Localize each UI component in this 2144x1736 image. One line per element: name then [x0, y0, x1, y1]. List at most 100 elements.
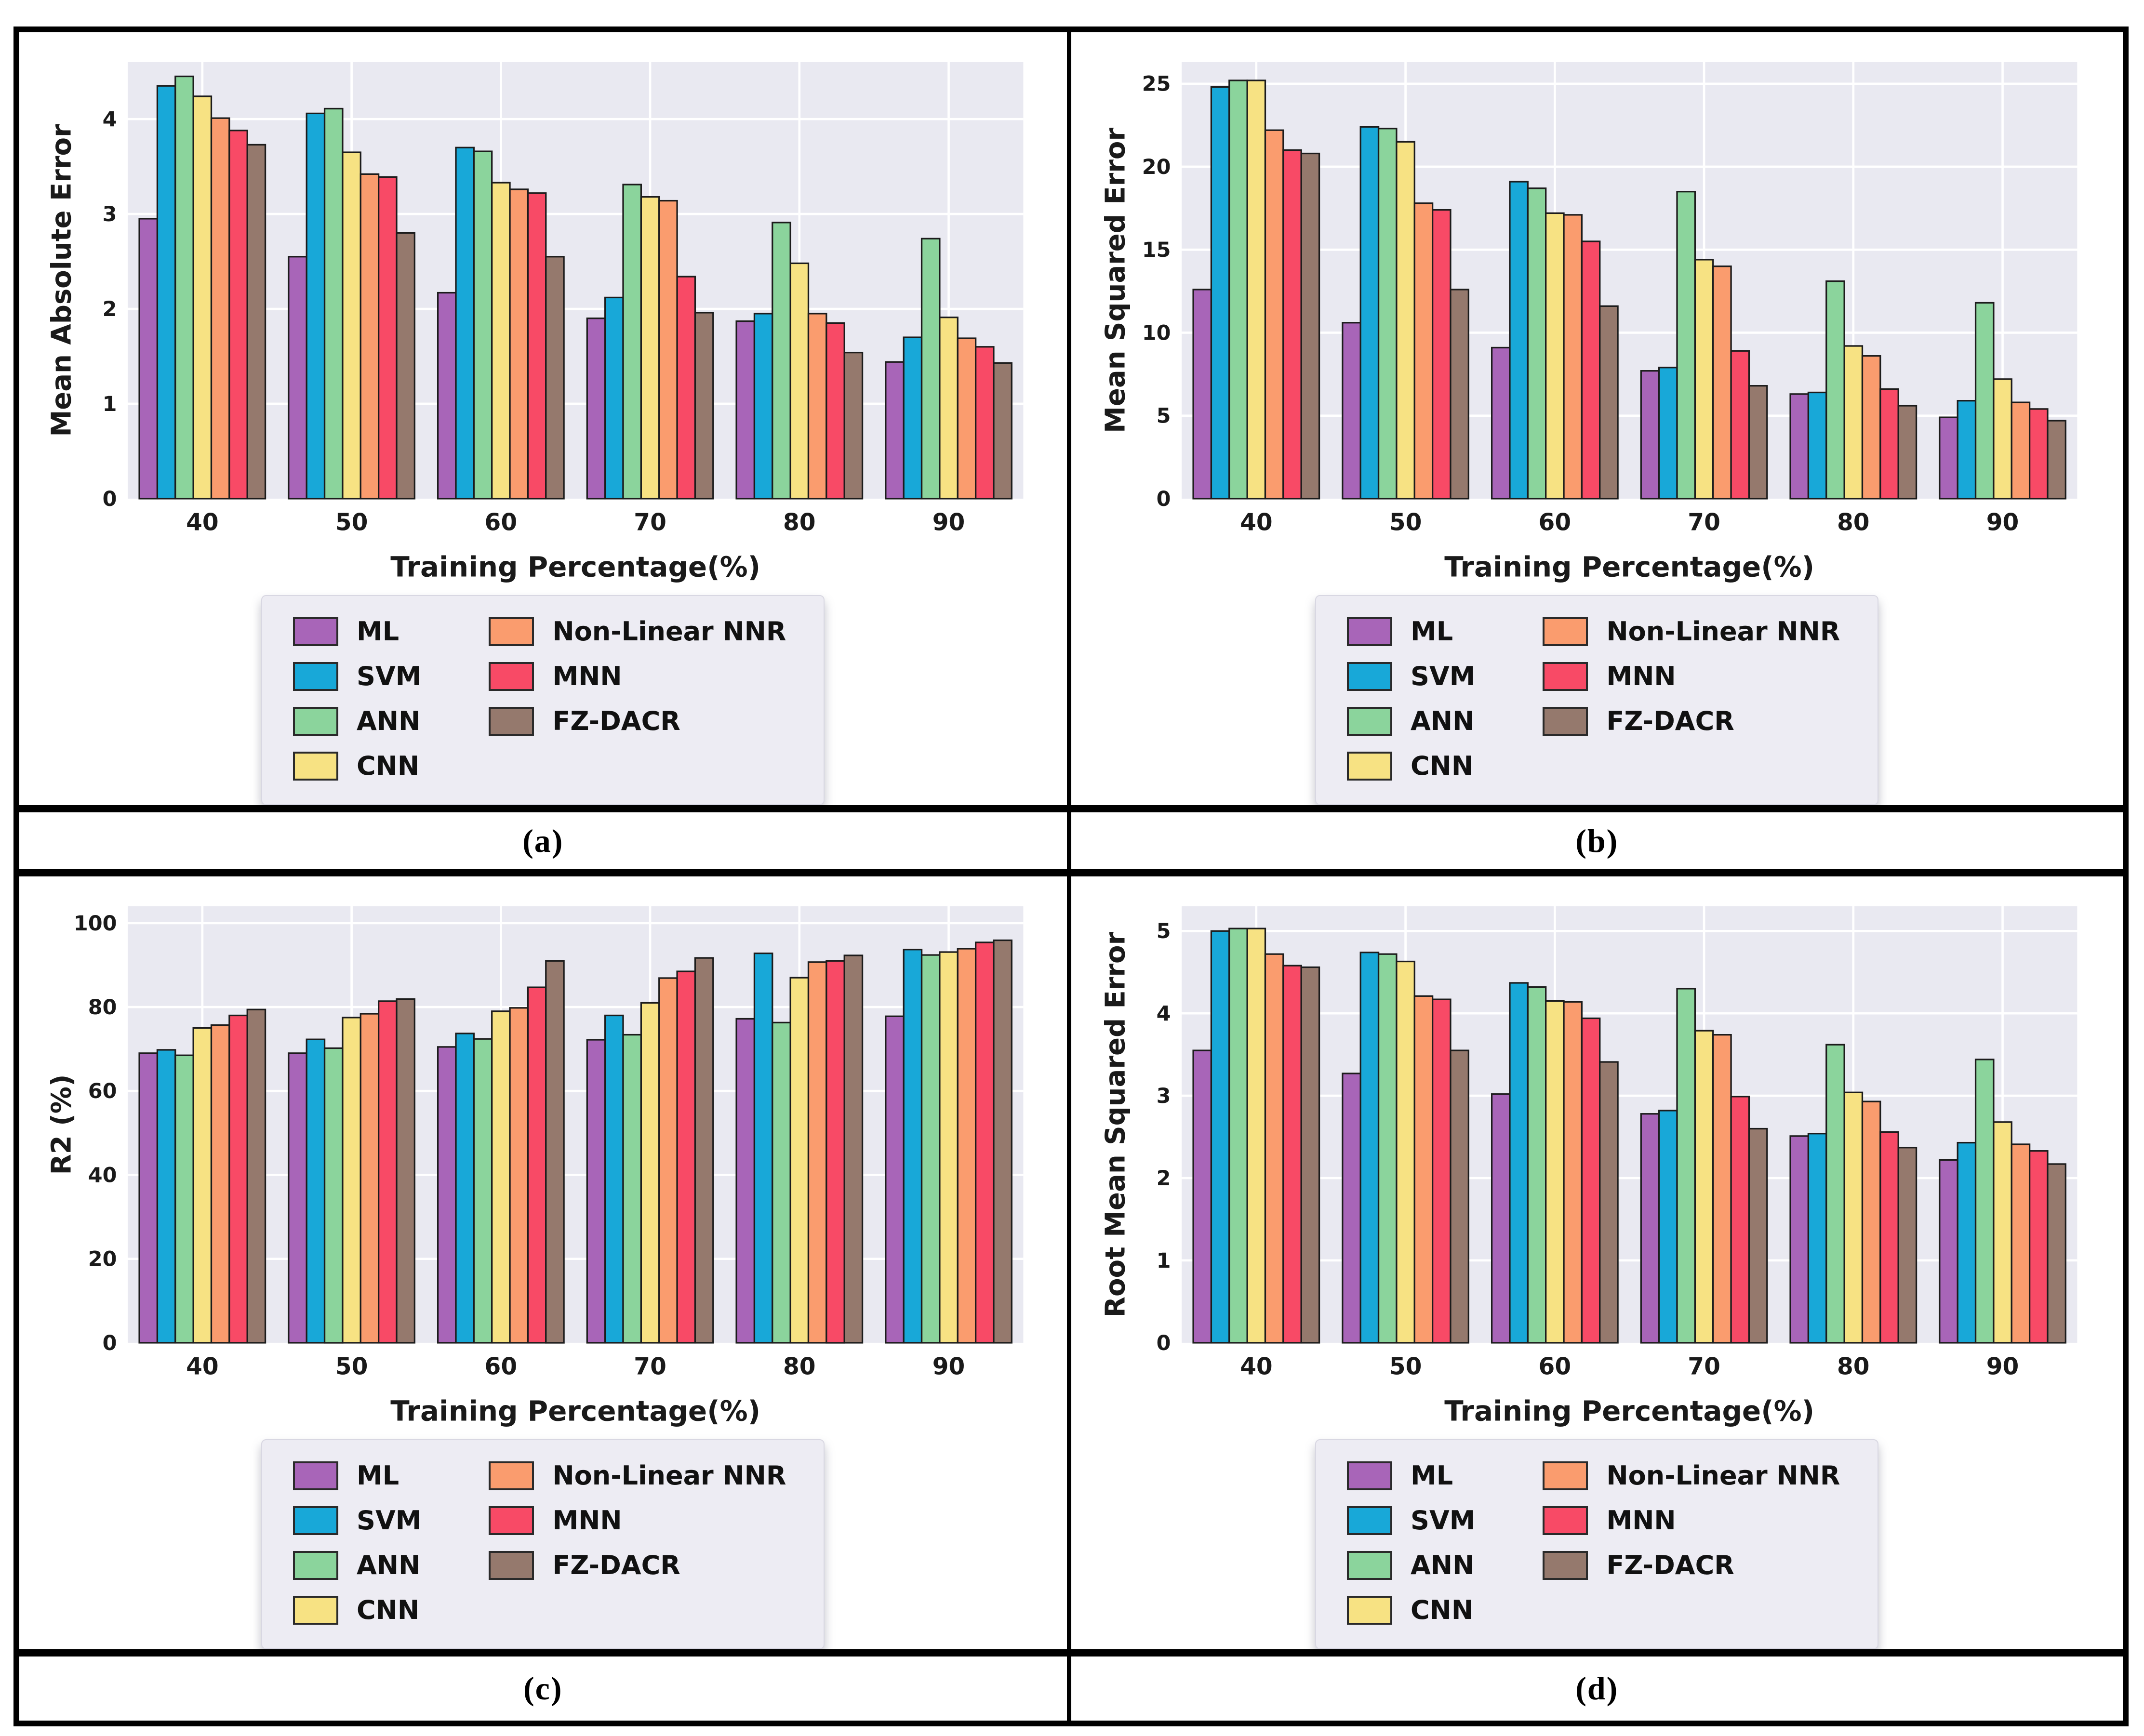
bar-ML-40 — [1192, 289, 1212, 500]
legend-label: SVM — [1411, 1505, 1476, 1536]
bar-ML-40 — [138, 1052, 159, 1344]
bar-CNN-70 — [640, 1002, 660, 1344]
bar-SVM-50 — [306, 1038, 326, 1344]
legend-label: SVM — [357, 661, 422, 691]
bar-FZ-DACR-60 — [1599, 1061, 1619, 1344]
bar-ML-60 — [437, 1046, 457, 1344]
legend-item: ML — [1347, 616, 1475, 647]
y-tick-label: 3 — [1157, 1084, 1171, 1108]
bar-SVM-70 — [604, 296, 624, 500]
legend-swatch-icon — [489, 1550, 534, 1580]
legend-swatch-icon — [1347, 1550, 1393, 1580]
bar-SVM-80 — [1808, 391, 1827, 500]
bar-SVM-60 — [455, 1033, 475, 1344]
bar-FZ-DACR-50 — [1450, 1049, 1470, 1344]
legend-item: SVM — [1347, 1505, 1475, 1536]
bar-FZ-DACR-80 — [1897, 1147, 1918, 1344]
bar-Non-Linear NNR-70 — [658, 977, 678, 1344]
bar-SVM-90 — [1957, 400, 1977, 500]
bar-Non-Linear NNR-60 — [509, 188, 529, 500]
bar-Non-Linear NNR-50 — [360, 1013, 380, 1344]
legend-label: FZ-DACR — [1606, 1550, 1734, 1580]
bar-MNN-50 — [378, 1000, 398, 1344]
bar-ANN-90 — [921, 238, 941, 500]
bar-Non-Linear NNR-50 — [1413, 202, 1434, 500]
legend-item: ML — [1347, 1460, 1475, 1491]
bar-SVM-70 — [1658, 1110, 1678, 1344]
legend-label: ML — [357, 616, 400, 647]
bar-MNN-80 — [1879, 388, 1900, 500]
x-tick-label: 50 — [1389, 1353, 1422, 1380]
y-tick-label: 0 — [103, 487, 117, 511]
bar-FZ-DACR-50 — [1450, 289, 1470, 500]
bar-CNN-80 — [789, 262, 810, 500]
bar-SVM-40 — [1211, 930, 1230, 1344]
legend-item: Non-Linear NNR — [489, 616, 786, 647]
x-tick-label: 90 — [1986, 1353, 2019, 1380]
bar-SVM-60 — [1509, 181, 1529, 500]
legend-label: MNN — [552, 1505, 622, 1536]
bar-ANN-70 — [1676, 988, 1696, 1344]
bar-FZ-DACR-70 — [694, 312, 714, 500]
bar-CNN-50 — [1396, 141, 1416, 500]
legend-swatch-icon — [489, 662, 534, 691]
bar-ML-70 — [586, 318, 606, 500]
bar-ML-80 — [735, 320, 756, 500]
bar-ML-50 — [288, 1052, 308, 1344]
bar-Non-Linear NNR-90 — [957, 948, 977, 1344]
bar-CNN-70 — [1694, 259, 1714, 500]
bar-FZ-DACR-40 — [1300, 152, 1320, 500]
bar-FZ-DACR-90 — [993, 939, 1013, 1344]
y-axis-title: Root Mean Squared Error — [1100, 931, 1132, 1317]
bar-ANN-50 — [324, 1047, 344, 1344]
legend-swatch-icon — [1347, 706, 1393, 736]
legend-item: Non-Linear NNR — [489, 1460, 786, 1491]
bar-MNN-70 — [1730, 350, 1750, 500]
bar-FZ-DACR-90 — [2047, 1163, 2067, 1344]
bar-SVM-50 — [1359, 126, 1380, 500]
bar-ML-90 — [885, 1015, 905, 1344]
x-axis-title: Training Percentage(%) — [1445, 550, 1815, 583]
bar-ANN-70 — [622, 184, 642, 500]
bar-FZ-DACR-40 — [246, 144, 266, 500]
bar-ANN-80 — [1825, 1044, 1846, 1344]
y-axis-title: R2 (%) — [46, 1074, 78, 1175]
legend-swatch-icon — [1347, 662, 1393, 691]
bar-MNN-60 — [1581, 240, 1601, 500]
legend-label: Non-Linear NNR — [1606, 616, 1840, 647]
legend-item: ML — [293, 616, 421, 647]
x-tick-label: 70 — [1688, 509, 1721, 536]
bar-SVM-40 — [157, 85, 176, 500]
legend-swatch-icon — [293, 706, 339, 736]
bar-MNN-90 — [975, 346, 995, 500]
legend-swatch-icon — [489, 1461, 534, 1490]
legend-label: MNN — [552, 661, 622, 691]
bar-ANN-50 — [1378, 128, 1398, 500]
legend-item: ANN — [1347, 1550, 1475, 1580]
x-tick-label: 50 — [1389, 509, 1422, 536]
y-tick-label: 0 — [103, 1331, 117, 1355]
x-tick-label: 90 — [932, 1353, 965, 1380]
bar-MNN-40 — [1282, 149, 1303, 500]
bar-Non-Linear NNR-90 — [2011, 1143, 2031, 1344]
legend: ML SVM ANN CNN Non-Linear NNR MNN FZ-DACR — [1315, 595, 1879, 805]
bar-SVM-60 — [455, 146, 475, 500]
legend-swatch-icon — [1543, 1550, 1588, 1580]
bar-FZ-DACR-60 — [545, 256, 565, 500]
y-tick-label: 4 — [1157, 1002, 1171, 1026]
caption-b: (b) — [1071, 805, 2123, 876]
bar-MNN-60 — [527, 192, 547, 500]
bar-FZ-DACR-70 — [1748, 385, 1768, 500]
bar-MNN-80 — [826, 322, 846, 500]
bar-Non-Linear NNR-50 — [1413, 995, 1434, 1344]
legend: ML SVM ANN CNN Non-Linear NNR MNN FZ-DACR — [261, 1439, 825, 1649]
bar-MNN-50 — [1432, 209, 1452, 500]
bar-Non-Linear NNR-40 — [1265, 953, 1284, 1344]
x-axis-title: Training Percentage(%) — [391, 550, 761, 583]
bar-CNN-50 — [342, 151, 362, 500]
bar-ANN-80 — [772, 1021, 792, 1344]
bar-MNN-60 — [527, 986, 547, 1344]
bar-ANN-50 — [1378, 953, 1398, 1344]
legend-swatch-icon — [1347, 1461, 1393, 1490]
bar-ML-80 — [735, 1018, 756, 1344]
